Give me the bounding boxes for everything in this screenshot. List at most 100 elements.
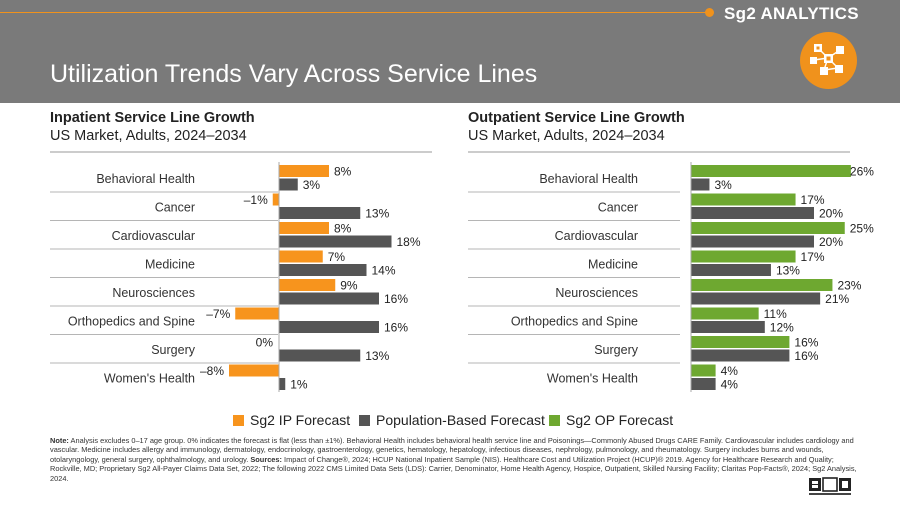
ip-data-label: 8% — [334, 165, 352, 179]
op-bar-forecast — [691, 307, 759, 320]
op-bar-population — [691, 207, 814, 219]
legend-label-op: Sg2 OP Forecast — [566, 412, 674, 428]
ip-bar-population — [279, 207, 361, 219]
op-category-label: Cancer — [598, 201, 638, 215]
op-bar-forecast — [691, 336, 790, 348]
op-data-label: 23% — [837, 279, 861, 293]
legend-item-op: Sg2 OP Forecast — [549, 412, 673, 428]
legend-item-ip: Sg2 IP Forecast — [233, 412, 350, 428]
ip-bar-population — [279, 292, 379, 305]
op-data-label: 12% — [770, 321, 794, 335]
legend-label-population: Population-Based Forecast — [376, 412, 545, 428]
op-category-label: Neurosciences — [555, 286, 638, 300]
op-category-label: Orthopedics and Spine — [511, 315, 638, 329]
ip-bar-forecast — [279, 165, 329, 177]
ip-data-label: 7% — [328, 250, 346, 264]
ip-bar-population — [279, 349, 361, 362]
brand-name: Sg2 ANALYTICS — [724, 4, 859, 23]
ip-bar-population — [279, 235, 392, 248]
ip-bar-forecast — [229, 364, 279, 377]
ip-data-label: 14% — [372, 264, 396, 278]
ip-bar-population — [279, 321, 379, 333]
op-bar-forecast — [691, 222, 845, 234]
legend-swatch-ip — [233, 414, 244, 426]
note-text: Analysis excludes 0–17 age group. 0% ind… — [50, 436, 854, 464]
company-logo — [808, 477, 856, 499]
legend-label-ip: Sg2 IP Forecast — [250, 412, 351, 428]
ip-bar-population — [279, 178, 298, 191]
op-data-label: 21% — [825, 292, 849, 306]
ip-category-label: Behavioral Health — [96, 172, 195, 186]
ip-category-label: Medicine — [145, 258, 195, 272]
op-data-label: 4% — [721, 364, 739, 378]
sources-text: Impact of Change®, 2024; HCUP National I… — [50, 454, 857, 483]
op-category-label: Surgery — [594, 343, 639, 357]
op-data-label: 20% — [819, 235, 843, 249]
ip-bar-forecast — [235, 307, 279, 320]
ip-data-label: 1% — [290, 378, 308, 392]
ip-data-label: 16% — [384, 292, 408, 306]
ip-data-label: –1% — [244, 193, 268, 207]
ip-bar-population — [279, 264, 367, 276]
network-icon — [800, 32, 857, 89]
op-data-label: 20% — [819, 207, 843, 221]
op-category-label: Medicine — [588, 258, 638, 272]
header-rule — [0, 12, 708, 13]
op-bar-population — [691, 321, 765, 333]
ip-data-label: 16% — [384, 321, 408, 335]
sources-label: Sources: — [250, 454, 282, 464]
op-bar-forecast — [691, 165, 851, 177]
ip-data-label: 9% — [340, 279, 358, 293]
op-category-label: Cardiovascular — [555, 229, 638, 243]
ip-data-label: 8% — [334, 222, 352, 236]
ip-category-label: Women's Health — [104, 372, 195, 386]
ip-data-label: 0% — [256, 336, 274, 350]
ip-bar-forecast — [279, 279, 336, 291]
ip-data-label: 18% — [397, 235, 421, 249]
op-bar-population — [691, 349, 790, 362]
op-bar-forecast — [691, 250, 796, 263]
ip-category-label: Surgery — [151, 343, 196, 357]
slide-title: Utilization Trends Vary Across Service L… — [50, 60, 538, 88]
header-dot — [705, 8, 714, 17]
ip-data-label: 13% — [365, 207, 389, 221]
legend-swatch-op — [549, 414, 560, 426]
op-bar-forecast — [691, 279, 833, 291]
op-category-label: Behavioral Health — [539, 172, 638, 186]
op-data-label: 17% — [801, 250, 825, 264]
op-chart-subtitle: US Market, Adults, 2024–2034 — [468, 128, 665, 144]
ip-category-label: Cancer — [155, 201, 195, 215]
op-data-label: 17% — [801, 193, 825, 207]
ip-category-label: Orthopedics and Spine — [68, 315, 195, 329]
ip-category-label: Cardiovascular — [112, 229, 195, 243]
legend-swatch-population — [359, 414, 370, 426]
ip-bar-forecast — [272, 193, 279, 206]
op-bar-population — [691, 264, 771, 276]
ip-data-label: 13% — [365, 349, 389, 363]
footnote: Note: Analysis excludes 0–17 age group. … — [50, 436, 865, 483]
ip-data-label: –8% — [200, 364, 224, 378]
op-data-label: 11% — [764, 307, 787, 321]
op-bar-population — [691, 378, 716, 390]
op-data-label: 3% — [714, 178, 732, 192]
ip-chart-subtitle: US Market, Adults, 2024–2034 — [50, 128, 247, 144]
ip-bar-population — [279, 378, 286, 390]
op-data-label: 26% — [850, 165, 874, 179]
op-bar-population — [691, 235, 814, 248]
header-banner — [0, 0, 900, 103]
op-data-label: 4% — [721, 378, 739, 392]
chart-legend: Sg2 IP Forecast Population-Based Forecas… — [0, 412, 900, 432]
ip-category-label: Neurosciences — [112, 286, 195, 300]
ip-bar-forecast — [279, 250, 323, 263]
op-data-label: 13% — [776, 264, 800, 278]
ip-data-label: –7% — [206, 307, 230, 321]
op-bar-forecast — [691, 193, 796, 206]
ip-bar-forecast — [279, 222, 329, 234]
ip-data-label: 3% — [303, 178, 321, 192]
op-bar-population — [691, 178, 710, 191]
op-chart-title: Outpatient Service Line Growth — [468, 110, 685, 126]
op-data-label: 16% — [794, 336, 818, 350]
op-bar-population — [691, 292, 821, 305]
op-data-label: 16% — [794, 349, 818, 363]
